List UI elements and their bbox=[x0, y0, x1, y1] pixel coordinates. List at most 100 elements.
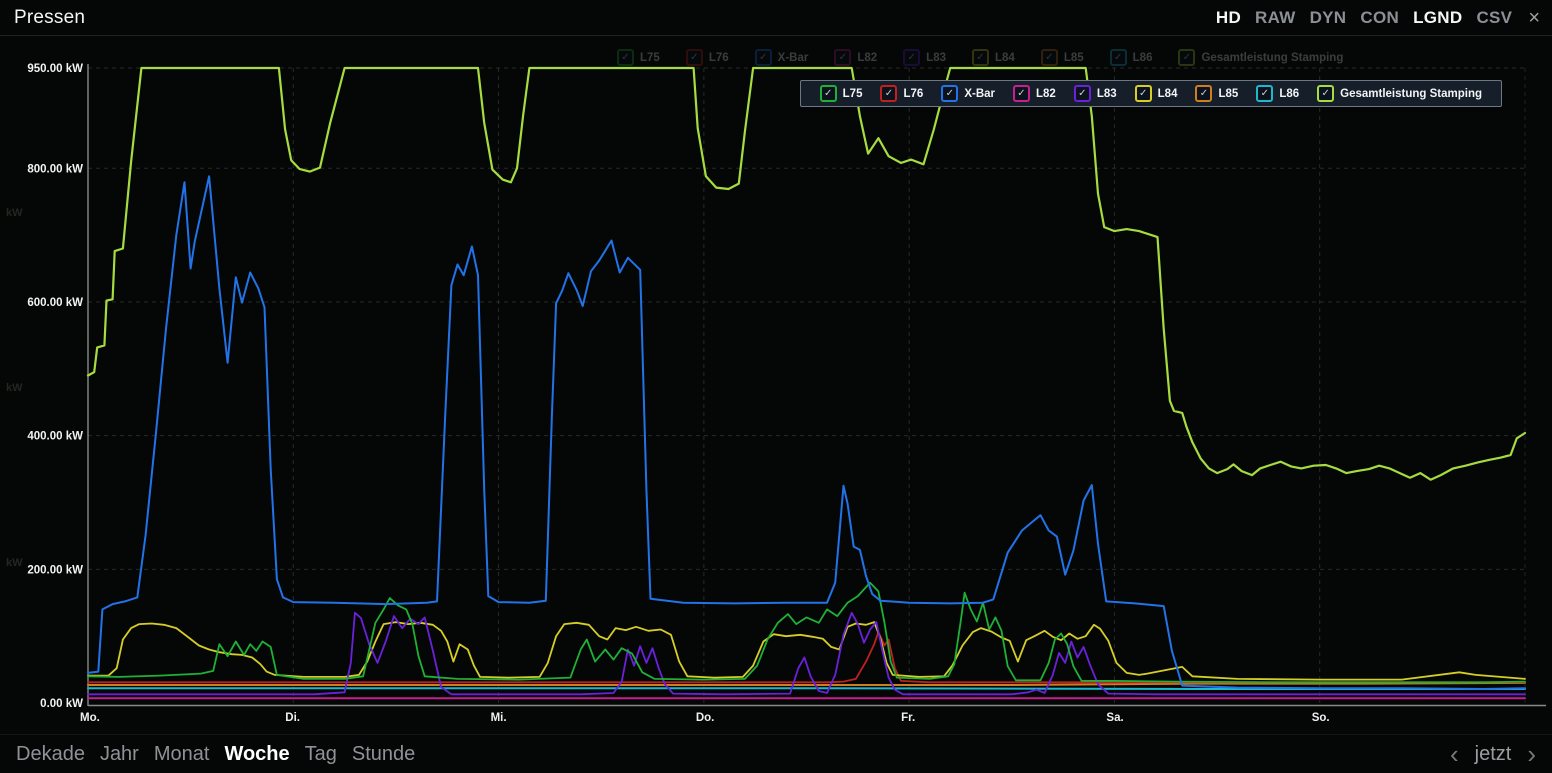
legend-item-gesamtleistung-stamping[interactable]: ✓ Gesamtleistung Stamping bbox=[1308, 85, 1491, 102]
checkbox-icon[interactable]: ✓ bbox=[941, 85, 959, 102]
checkbox-icon[interactable]: ✓ bbox=[819, 85, 837, 102]
legend-label: L84 bbox=[1157, 87, 1178, 100]
header-button-dyn[interactable]: DYN bbox=[1309, 7, 1347, 27]
chevron-right-icon[interactable]: › bbox=[1527, 739, 1536, 769]
top-bar: Pressen HD RAW DYN CON LGND CSV × bbox=[0, 0, 1552, 36]
legend-label: L83 bbox=[926, 51, 946, 64]
legend-label: L85 bbox=[1218, 87, 1239, 100]
series-line-x-bar bbox=[87, 175, 1526, 690]
range-tab-stunde[interactable]: Stunde bbox=[351, 742, 416, 765]
legend-item-l75[interactable]: ✓ L75 bbox=[811, 85, 872, 102]
header-button-hd[interactable]: HD bbox=[1215, 7, 1242, 27]
legend-label: L86 bbox=[1279, 87, 1300, 100]
checkbox-icon[interactable]: ✓ bbox=[1134, 85, 1152, 102]
checkbox-icon[interactable]: ✓ bbox=[1195, 85, 1213, 102]
legend-item-l86: ✓ L86 bbox=[1101, 49, 1162, 66]
legend-label: L75 bbox=[640, 51, 660, 64]
jetzt-button[interactable]: jetzt bbox=[1474, 742, 1512, 765]
legend-item-l86[interactable]: ✓ L86 bbox=[1247, 85, 1308, 102]
y-axis-tick-label: 950.00 kW bbox=[27, 63, 83, 75]
checkbox-icon[interactable]: ✓ bbox=[1256, 85, 1274, 102]
checkbox-icon[interactable]: ✓ bbox=[1013, 85, 1030, 102]
time-nav: ‹ jetzt › bbox=[1449, 739, 1536, 769]
axis-unit-watermark: kW bbox=[6, 207, 23, 219]
series-line-l76 bbox=[87, 631, 1526, 684]
legend-label: L82 bbox=[1036, 87, 1056, 100]
legend-label: L86 bbox=[1132, 51, 1153, 64]
series-line-l75 bbox=[87, 581, 1526, 684]
range-tab-tag[interactable]: Tag bbox=[304, 742, 337, 765]
page-title: Pressen bbox=[14, 6, 86, 28]
header-actions: HD RAW DYN CON LGND CSV × bbox=[1216, 8, 1540, 28]
x-axis-tick-label: Do. bbox=[696, 712, 715, 724]
legend-item-x-bar[interactable]: ✓ X-Bar bbox=[932, 85, 1004, 102]
range-tab-monat[interactable]: Monat bbox=[153, 742, 210, 765]
legend-label: X-Bar bbox=[777, 51, 809, 64]
legend-item-l83[interactable]: ✓ L83 bbox=[1065, 85, 1126, 102]
header-button-lgnd[interactable]: LGND bbox=[1413, 7, 1463, 27]
chart-area: 950.00 kW 800.00 kW 600.00 kW 400.00 kW 200.… bbox=[0, 36, 1552, 734]
x-axis-tick-label: Sa. bbox=[1106, 712, 1123, 724]
series-line-l85 bbox=[87, 681, 1526, 686]
x-axis-tick-label: Mi. bbox=[491, 712, 507, 724]
legend-label: Gesamtleistung Stamping bbox=[1201, 51, 1344, 64]
x-axis-tick-label: Fr. bbox=[901, 712, 915, 724]
y-axis-tick-label: 600.00 kW bbox=[27, 297, 83, 309]
legend-label: L84 bbox=[995, 51, 1015, 64]
checkbox-icon: ✓ bbox=[617, 49, 634, 66]
checkbox-icon: ✓ bbox=[754, 49, 772, 66]
x-axis-tick-label: So. bbox=[1312, 712, 1330, 724]
time-range-tabs: Dekade Jahr Monat Woche Tag Stunde bbox=[16, 743, 415, 766]
checkbox-icon[interactable]: ✓ bbox=[1317, 85, 1335, 102]
legend-item-l82[interactable]: ✓ L82 bbox=[1004, 85, 1065, 102]
legend-item-l84: ✓ L84 bbox=[963, 49, 1024, 66]
y-axis-tick-label: 800.00 kW bbox=[27, 163, 83, 175]
y-axis-tick-label: 200.00 kW bbox=[27, 564, 83, 576]
checkbox-icon: ✓ bbox=[1040, 49, 1058, 66]
legend-item-l76: ✓ L76 bbox=[677, 49, 738, 66]
legend-label: L75 bbox=[842, 87, 863, 100]
range-tab-dekade[interactable]: Dekade bbox=[16, 742, 85, 765]
series-line-gesamtleistung-stamping bbox=[86, 66, 1527, 481]
legend-label: L76 bbox=[708, 51, 729, 64]
legend-item-l85: ✓ L85 bbox=[1032, 49, 1093, 66]
chart-legend-ghost: ✓ L75 ✓ L76 ✓ X-Bar ✓ L82 ✓ L83 ✓ L84 ✓ L85 ✓ L86 ✓ Gesam… bbox=[598, 45, 1362, 70]
legend-item-l75: ✓ L75 bbox=[608, 49, 669, 66]
close-icon[interactable]: × bbox=[1528, 6, 1540, 29]
header-button-csv[interactable]: CSV bbox=[1476, 7, 1513, 27]
range-tab-woche[interactable]: Woche bbox=[224, 742, 290, 765]
y-axis-tick-label: 0.00 kW bbox=[40, 698, 83, 710]
legend-item-l85[interactable]: ✓ L85 bbox=[1186, 85, 1247, 102]
x-axis-tick-label: Di. bbox=[285, 712, 300, 724]
checkbox-icon: ✓ bbox=[1178, 49, 1196, 66]
series-line-l84 bbox=[87, 621, 1526, 681]
checkbox-icon: ✓ bbox=[834, 49, 852, 66]
header-button-raw[interactable]: RAW bbox=[1255, 7, 1296, 27]
checkbox-icon[interactable]: ✓ bbox=[1073, 85, 1091, 102]
legend-item-l84[interactable]: ✓ L84 bbox=[1126, 85, 1187, 102]
legend-item-l76[interactable]: ✓ L76 bbox=[871, 85, 932, 102]
checkbox-icon[interactable]: ✓ bbox=[880, 85, 898, 102]
legend-item-l82: ✓ L82 bbox=[825, 49, 886, 66]
legend-label: L76 bbox=[903, 87, 924, 100]
chart-legend: ✓ L75 ✓ L76 ✓ X-Bar ✓ L82 ✓ L83 ✓ L84 ✓ L85 ✓ L86 ✓ Gesam… bbox=[799, 80, 1502, 107]
bottom-bar: Dekade Jahr Monat Woche Tag Stunde ‹ jetzt › bbox=[0, 734, 1552, 773]
axis-unit-watermark: kW bbox=[6, 382, 23, 394]
legend-item-x-bar: ✓ X-Bar bbox=[746, 49, 818, 66]
checkbox-icon: ✓ bbox=[972, 49, 989, 66]
checkbox-icon: ✓ bbox=[1109, 49, 1127, 66]
x-axis-tick-label: Mo. bbox=[80, 712, 100, 724]
header-button-con[interactable]: CON bbox=[1360, 7, 1400, 27]
chart-canvas: 950.00 kW 800.00 kW 600.00 kW 400.00 kW 200.… bbox=[6, 63, 1546, 724]
chevron-left-icon[interactable]: ‹ bbox=[1449, 739, 1459, 769]
legend-label: L82 bbox=[857, 51, 878, 64]
series-line-l83 bbox=[87, 611, 1526, 696]
range-tab-jahr[interactable]: Jahr bbox=[99, 742, 139, 765]
legend-item-l83: ✓ L83 bbox=[894, 49, 955, 66]
axis-unit-watermark: kW bbox=[6, 557, 23, 569]
checkbox-icon: ✓ bbox=[685, 49, 703, 66]
legend-label: X-Bar bbox=[964, 87, 995, 100]
checkbox-icon: ✓ bbox=[903, 49, 921, 66]
y-axis-tick-label: 400.00 kW bbox=[27, 431, 83, 443]
